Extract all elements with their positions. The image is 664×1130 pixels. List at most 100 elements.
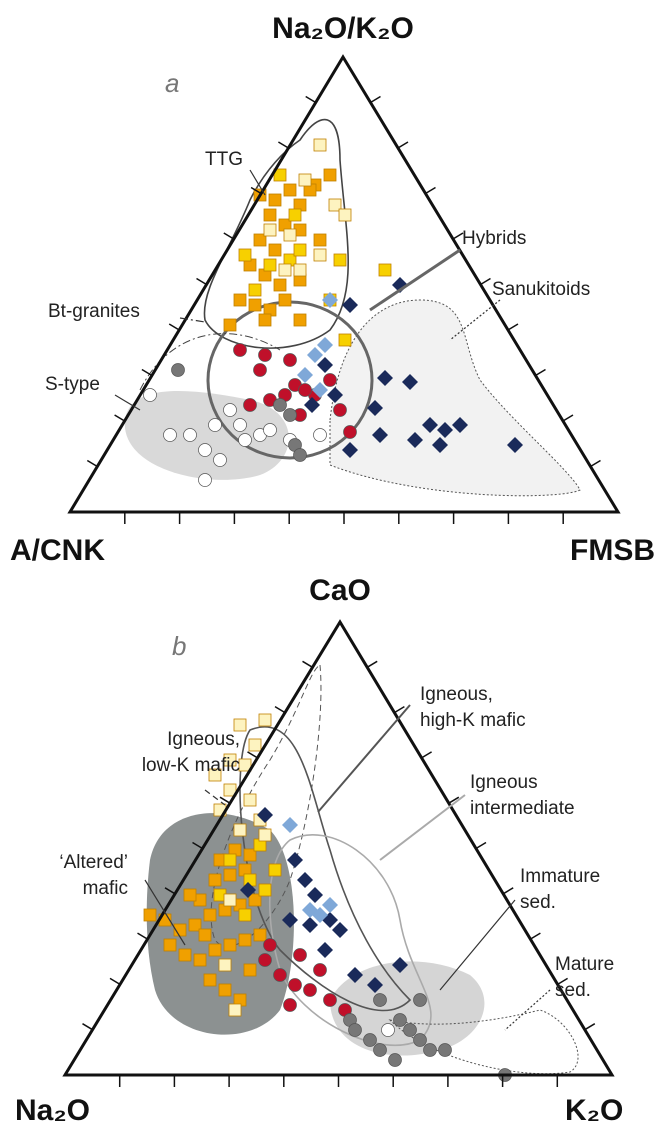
diamond-marker xyxy=(372,427,388,443)
field-label: Mature sed. xyxy=(555,954,614,1001)
square-marker xyxy=(208,768,222,782)
square-marker xyxy=(298,173,312,187)
circle-marker xyxy=(423,1043,437,1057)
leader xyxy=(369,248,461,312)
square-marker xyxy=(248,298,262,312)
tick xyxy=(305,95,317,104)
diamond-marker xyxy=(307,347,323,363)
square-marker xyxy=(233,718,247,732)
square-marker xyxy=(288,208,302,222)
diamond-marker xyxy=(507,437,523,453)
square-marker xyxy=(218,983,232,997)
square-marker xyxy=(328,198,342,212)
square-marker xyxy=(253,928,267,942)
tick xyxy=(82,1023,93,1031)
square-marker xyxy=(223,893,237,907)
tick xyxy=(141,368,153,377)
circle-marker xyxy=(403,1023,417,1037)
tick xyxy=(448,796,460,804)
diamond-marker xyxy=(422,417,438,433)
tick xyxy=(168,323,180,331)
diamond-marker xyxy=(240,882,256,898)
circle-marker xyxy=(373,1043,387,1057)
s-type-field xyxy=(124,391,289,480)
diamond-marker xyxy=(317,337,333,353)
diamond-marker xyxy=(317,357,333,373)
square-marker xyxy=(203,973,217,987)
circle-marker xyxy=(293,948,307,962)
circle-marker xyxy=(413,993,427,1007)
square-marker xyxy=(198,928,212,942)
altered-field xyxy=(146,813,294,1035)
square-marker xyxy=(338,208,352,222)
leader xyxy=(204,789,226,806)
circle-marker xyxy=(333,403,347,417)
circle-marker xyxy=(313,428,327,442)
diamond-marker xyxy=(297,367,313,383)
tick xyxy=(394,705,405,714)
left-label: Na₂O xyxy=(15,1094,90,1127)
square-marker xyxy=(248,738,262,752)
leader xyxy=(449,299,501,341)
diamond-marker xyxy=(407,432,423,448)
field-label: Igneous intermediate xyxy=(470,772,575,819)
square-marker xyxy=(273,168,287,182)
field-label: Immature sed. xyxy=(520,866,600,913)
diamond-marker xyxy=(307,887,323,903)
apex-label: CaO xyxy=(309,574,371,607)
tick xyxy=(421,751,432,759)
circle-marker xyxy=(273,968,287,982)
leader xyxy=(114,394,141,411)
square-marker xyxy=(293,313,307,327)
leader xyxy=(144,879,186,946)
diamond-marker xyxy=(312,907,328,923)
circle-marker xyxy=(233,418,247,432)
square-marker xyxy=(283,228,297,242)
right-label: FMSB xyxy=(570,534,655,567)
square-marker xyxy=(293,263,307,277)
square-marker xyxy=(238,248,252,262)
circle-marker xyxy=(223,403,237,417)
square-marker xyxy=(258,883,272,897)
apex-label: Na₂O/K₂O xyxy=(272,12,414,45)
circle-marker xyxy=(293,448,307,462)
tick xyxy=(164,887,176,895)
diamond-marker xyxy=(317,942,333,958)
tick xyxy=(397,141,409,149)
circle-marker xyxy=(313,963,327,977)
square-marker xyxy=(238,933,252,947)
square-marker xyxy=(223,783,237,797)
diamond-marker xyxy=(327,387,343,403)
circle-marker xyxy=(388,1053,402,1067)
square-marker xyxy=(313,233,327,247)
field-label: Sanukitoids xyxy=(492,279,590,300)
square-marker xyxy=(208,873,222,887)
square-marker xyxy=(223,753,237,767)
diamond-marker xyxy=(332,922,348,938)
circle-marker xyxy=(283,353,297,367)
tick xyxy=(425,186,436,195)
diamond-marker xyxy=(367,977,383,993)
diamond-marker xyxy=(322,897,338,913)
square-marker xyxy=(243,963,257,977)
diamond-marker xyxy=(282,912,298,928)
tick xyxy=(370,95,381,104)
circle-marker xyxy=(343,425,357,439)
tick xyxy=(590,459,601,468)
diamond-marker xyxy=(302,917,318,933)
circle-marker xyxy=(283,998,297,1012)
square-marker xyxy=(268,863,282,877)
mature-field xyxy=(388,1009,579,1075)
diamond-marker xyxy=(312,382,328,398)
square-marker xyxy=(323,168,337,182)
tick xyxy=(507,323,519,331)
left-label: A/CNK xyxy=(10,534,105,567)
square-marker xyxy=(258,313,272,327)
ttg-field xyxy=(203,118,349,349)
square-marker xyxy=(223,318,237,332)
circle-marker xyxy=(238,433,252,447)
tick xyxy=(114,414,125,422)
square-marker xyxy=(278,293,292,307)
field-label: TTG xyxy=(205,149,243,170)
square-marker xyxy=(143,908,157,922)
